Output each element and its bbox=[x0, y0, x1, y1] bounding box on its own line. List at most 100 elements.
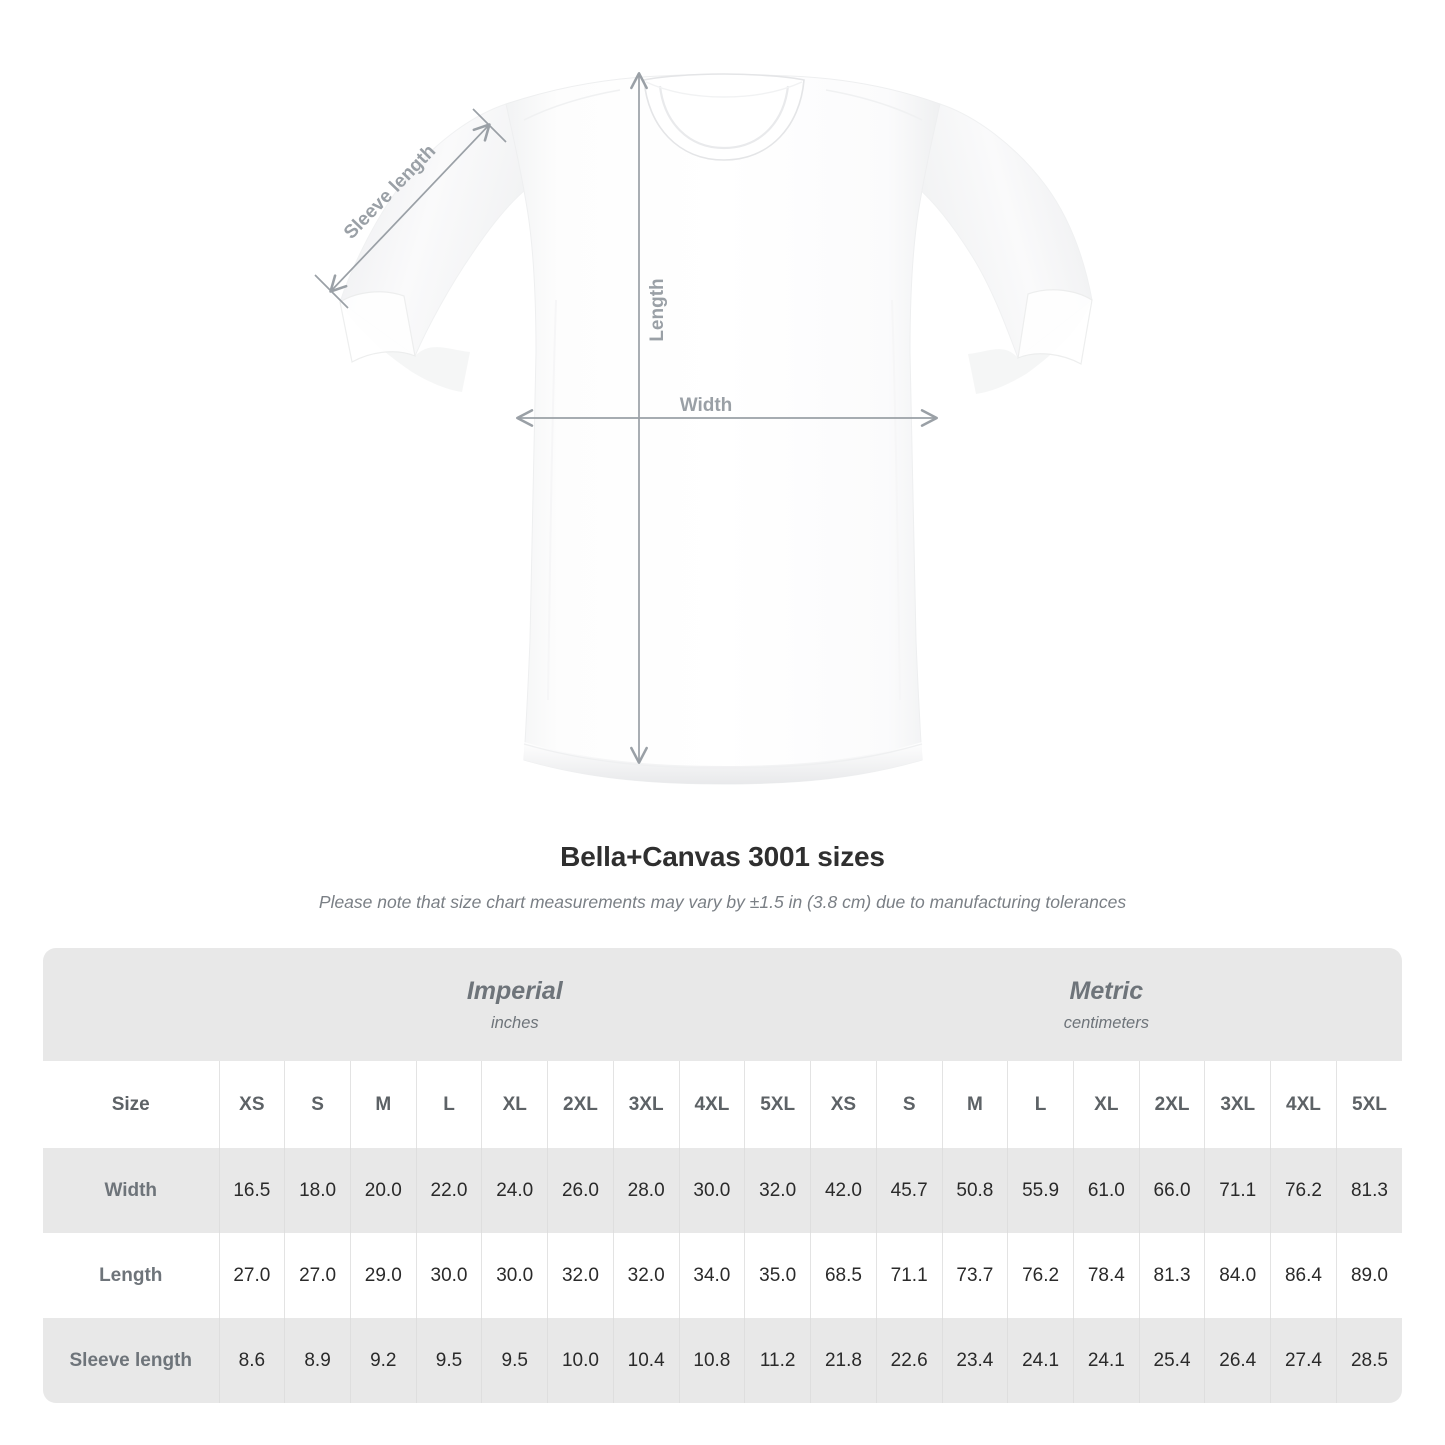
measurement-cell: 32.0 bbox=[744, 1148, 811, 1233]
measurement-cell: 73.7 bbox=[941, 1233, 1008, 1318]
measurement-cell: 30.0 bbox=[678, 1148, 745, 1233]
measurement-cell: 8.6 bbox=[218, 1318, 285, 1403]
size-column-header: S bbox=[284, 1061, 351, 1148]
measurement-cell: 10.8 bbox=[678, 1318, 745, 1403]
measurement-cell: 78.4 bbox=[1072, 1233, 1140, 1318]
measurement-cell: 24.0 bbox=[481, 1148, 548, 1233]
measurement-row-label: Sleeve length bbox=[43, 1318, 219, 1403]
measurement-row-label: Width bbox=[43, 1148, 219, 1233]
measurement-cell: 30.0 bbox=[415, 1233, 482, 1318]
measurement-cell: 21.8 bbox=[810, 1318, 877, 1403]
measurement-cell: 55.9 bbox=[1007, 1148, 1074, 1233]
size-column-header: 4XL bbox=[678, 1061, 745, 1148]
page-title: Bella+Canvas 3001 sizes bbox=[560, 841, 885, 872]
sleeve-length-arrow bbox=[329, 123, 491, 293]
size-header-row: Size XS S M L XL 2XL 3XL 4XL 5XL XS S M L XL 2XL 3XL 4XL 5… bbox=[43, 1061, 1402, 1148]
size-column-header: 5XL bbox=[1335, 1061, 1402, 1148]
measurement-cell: 71.1 bbox=[875, 1233, 943, 1318]
length-label: Length bbox=[647, 278, 668, 341]
unit-group-metric: Metric centimeters bbox=[810, 948, 1402, 1061]
measurement-cell: 25.4 bbox=[1138, 1318, 1205, 1403]
size-column-header: XS bbox=[810, 1061, 877, 1148]
size-column-header: 2XL bbox=[547, 1061, 614, 1148]
measurement-cell: 35.0 bbox=[744, 1233, 811, 1318]
measurement-cell: 68.5 bbox=[810, 1233, 877, 1318]
measurement-cell: 84.0 bbox=[1204, 1233, 1271, 1318]
measurement-cell: 76.2 bbox=[1270, 1148, 1337, 1233]
size-column-header: M bbox=[941, 1061, 1008, 1148]
unit-group-unit: centimeters bbox=[1063, 1013, 1149, 1032]
measurement-cell: 23.4 bbox=[941, 1318, 1008, 1403]
measurement-cell: 42.0 bbox=[810, 1148, 877, 1233]
size-column-header: 5XL bbox=[744, 1061, 811, 1148]
table-row: Width 16.5 18.0 20.0 22.0 24.0 26.0 28.0 30.0 32.… bbox=[43, 1148, 1402, 1233]
measurement-cell: 32.0 bbox=[547, 1233, 614, 1318]
size-chart-table: Imperial inches Metric centimeters Size XS S M L… bbox=[43, 948, 1402, 1403]
measurement-cell: 16.5 bbox=[218, 1148, 285, 1233]
measurement-cell: 81.3 bbox=[1138, 1233, 1205, 1318]
measurement-cell: 22.0 bbox=[415, 1148, 482, 1233]
measurement-cell: 27.0 bbox=[218, 1233, 285, 1318]
measurement-cell: 66.0 bbox=[1138, 1148, 1205, 1233]
measurement-cell: 9.5 bbox=[415, 1318, 482, 1403]
unit-group-unit: inches bbox=[490, 1013, 539, 1032]
measurement-cell: 71.1 bbox=[1204, 1148, 1271, 1233]
size-header-label: Size bbox=[43, 1061, 219, 1148]
size-column-header: XL bbox=[481, 1061, 548, 1148]
width-label: Width bbox=[680, 395, 733, 416]
measurement-cell: 61.0 bbox=[1072, 1148, 1140, 1233]
size-column-header: 4XL bbox=[1270, 1061, 1337, 1148]
measurement-cell: 9.2 bbox=[349, 1318, 417, 1403]
unit-group-imperial: Imperial inches bbox=[219, 948, 811, 1061]
size-column-header: 2XL bbox=[1138, 1061, 1205, 1148]
measurement-cell: 28.5 bbox=[1335, 1318, 1402, 1403]
table-row: Sleeve length 8.6 8.9 9.2 9.5 9.5 10.0 10.4 10.8… bbox=[43, 1318, 1402, 1403]
sleeve-length-endcap-lower bbox=[314, 274, 349, 309]
tshirt-illustration bbox=[339, 73, 1093, 785]
measurement-cell: 50.8 bbox=[941, 1148, 1008, 1233]
unit-group-name: Metric bbox=[1069, 976, 1144, 1005]
table-row: Length 27.0 27.0 29.0 30.0 30.0 32.0 32.0 34.0 35… bbox=[43, 1233, 1402, 1318]
measurement-cell: 45.7 bbox=[875, 1148, 943, 1233]
measurement-cell: 8.9 bbox=[284, 1318, 351, 1403]
measurement-cell: 76.2 bbox=[1007, 1233, 1074, 1318]
size-column-header: L bbox=[1007, 1061, 1074, 1148]
measurement-cell: 28.0 bbox=[612, 1148, 680, 1233]
unit-group-name: Imperial bbox=[466, 976, 563, 1005]
measurement-cell: 10.4 bbox=[612, 1318, 680, 1403]
size-column-header: 3XL bbox=[612, 1061, 680, 1148]
measurement-cell: 27.0 bbox=[284, 1233, 351, 1318]
measurement-cell: 10.0 bbox=[547, 1318, 614, 1403]
measurement-row-label: Length bbox=[43, 1233, 219, 1318]
measurement-cell: 81.3 bbox=[1335, 1148, 1402, 1233]
measurement-cell: 86.4 bbox=[1270, 1233, 1337, 1318]
measurement-cell: 24.1 bbox=[1072, 1318, 1140, 1403]
measurement-cell: 18.0 bbox=[284, 1148, 351, 1233]
measurement-cell: 27.4 bbox=[1270, 1318, 1337, 1403]
measurement-cell: 89.0 bbox=[1335, 1233, 1402, 1318]
measurement-cell: 24.1 bbox=[1007, 1318, 1074, 1403]
measurement-cell: 34.0 bbox=[678, 1233, 745, 1318]
measurement-cell: 11.2 bbox=[744, 1318, 811, 1403]
size-column-header: S bbox=[875, 1061, 943, 1148]
measurement-cell: 26.4 bbox=[1204, 1318, 1271, 1403]
measurement-cell: 20.0 bbox=[349, 1148, 417, 1233]
size-column-header: 3XL bbox=[1204, 1061, 1271, 1148]
size-chart-table-wrapper: Imperial inches Metric centimeters Size XS S M L… bbox=[43, 948, 1402, 1403]
size-column-header: XS bbox=[218, 1061, 285, 1148]
measurement-cell: 26.0 bbox=[547, 1148, 614, 1233]
tshirt-measurement-diagram: Sleeve length Length Width bbox=[314, 72, 1093, 785]
measurement-cell: 30.0 bbox=[481, 1233, 548, 1318]
tolerance-note: Please note that size chart measurements… bbox=[318, 892, 1127, 912]
chart-title-block: Bella+Canvas 3001 sizes Please note that… bbox=[0, 840, 1445, 913]
measurement-cell: 22.6 bbox=[875, 1318, 943, 1403]
unit-banner-row: Imperial inches Metric centimeters bbox=[43, 948, 1402, 1061]
measurement-cell: 32.0 bbox=[612, 1233, 680, 1318]
unit-banner-spacer bbox=[43, 948, 219, 1061]
measurement-cell: 29.0 bbox=[349, 1233, 417, 1318]
size-column-header: L bbox=[415, 1061, 482, 1148]
sleeve-length-endcap-upper bbox=[472, 108, 507, 143]
width-annotation: Width bbox=[516, 395, 938, 427]
size-column-header: XL bbox=[1072, 1061, 1140, 1148]
size-column-header: M bbox=[349, 1061, 417, 1148]
